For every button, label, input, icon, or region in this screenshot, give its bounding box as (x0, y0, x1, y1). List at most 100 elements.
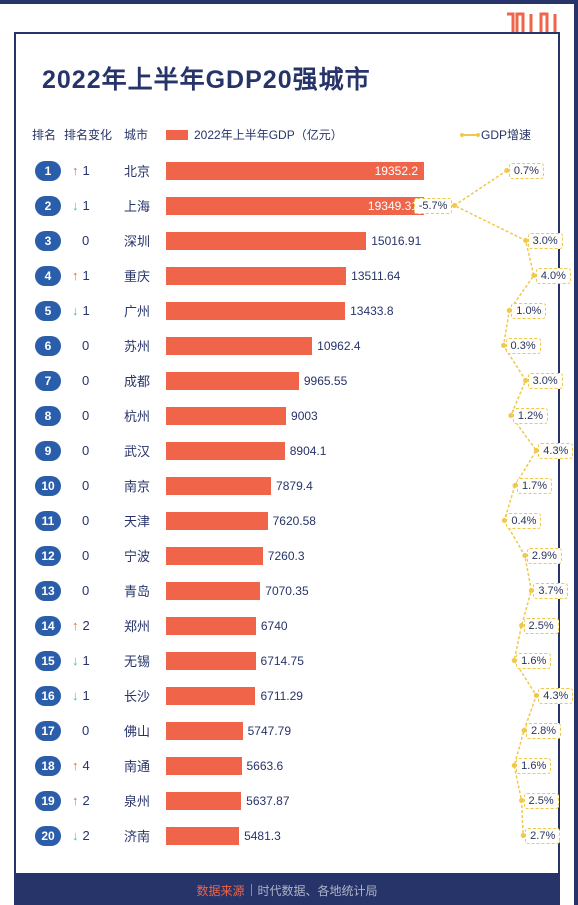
city-name: 郑州 (124, 616, 166, 635)
header-bar-label: 2022年上半年GDP（亿元） (194, 126, 343, 143)
rank-change: ↑2 (64, 793, 124, 808)
rank-badge: 12 (35, 546, 61, 566)
rank-change: 0 (64, 723, 124, 738)
gdp-value: 13511.64 (351, 269, 400, 283)
city-name: 成都 (124, 371, 166, 390)
growth-rate: 3.7% (533, 583, 568, 599)
table-row: 130青岛7070.353.7% (32, 573, 542, 608)
rank-change: 0 (64, 338, 124, 353)
rank-change: ↓1 (64, 198, 124, 213)
gdp-bar (166, 407, 286, 425)
gdp-value: 10962.4 (317, 339, 360, 353)
rank-badge: 19 (35, 791, 61, 811)
growth-rate: 2.9% (527, 548, 562, 564)
growth-rate: 2.5% (524, 618, 559, 634)
table-row: 5↓1广州13433.81.0% (32, 293, 542, 328)
gdp-value: 6714.75 (261, 654, 304, 668)
growth-rate: 1.6% (516, 758, 551, 774)
gdp-bar: 19352.2 (166, 162, 424, 180)
arrow-down-icon: ↓ (72, 303, 79, 318)
header-growth-label: GDP增速 (481, 126, 531, 143)
rank-badge: 1 (35, 161, 61, 181)
city-name: 青岛 (124, 581, 166, 600)
rank-badge: 7 (35, 371, 61, 391)
gdp-value: 19349.31 (368, 197, 418, 215)
growth-rate: 4.3% (538, 688, 573, 704)
legend-line-icon (463, 134, 477, 136)
rank-change: 0 (64, 408, 124, 423)
table-row: 60苏州10962.40.3% (32, 328, 542, 363)
growth-rate: 0.3% (506, 338, 541, 354)
legend-bar-icon (166, 130, 188, 140)
gdp-value: 8904.1 (290, 444, 327, 458)
city-name: 重庆 (124, 266, 166, 285)
rank-change: ↑1 (64, 163, 124, 178)
rank-badge: 11 (35, 511, 61, 531)
city-name: 武汉 (124, 441, 166, 460)
rank-badge: 2 (35, 196, 61, 216)
gdp-bar (166, 792, 241, 810)
rank-change: 0 (64, 513, 124, 528)
rank-badge: 20 (35, 826, 61, 846)
header-rank: 排名 (32, 126, 64, 143)
rank-badge: 8 (35, 406, 61, 426)
gdp-value: 5481.3 (244, 829, 281, 843)
growth-rate: 2.7% (525, 828, 560, 844)
gdp-value: 19352.2 (375, 162, 418, 180)
city-name: 杭州 (124, 406, 166, 425)
table-row: 90武汉8904.14.3% (32, 433, 542, 468)
rank-badge: 10 (35, 476, 61, 496)
rank-badge: 6 (35, 336, 61, 356)
arrow-down-icon: ↓ (72, 688, 79, 703)
table-row: 120宁波7260.32.9% (32, 538, 542, 573)
growth-rate: 0.4% (506, 513, 541, 529)
rank-badge: 4 (35, 266, 61, 286)
gdp-value: 9965.55 (304, 374, 347, 388)
growth-rate: 3.0% (528, 233, 563, 249)
gdp-bar (166, 477, 271, 495)
gdp-value: 13433.8 (350, 304, 393, 318)
rank-badge: 13 (35, 581, 61, 601)
arrow-up-icon: ↑ (72, 163, 79, 178)
outer-frame: 时代数据 2022年上半年GDP20强城市 排名 排名变化 城市 2022年上半… (0, 0, 578, 905)
gdp-value: 15016.91 (371, 234, 421, 248)
inner-frame: 2022年上半年GDP20强城市 排名 排名变化 城市 2022年上半年GDP（… (14, 32, 560, 875)
arrow-down-icon: ↓ (72, 828, 79, 843)
gdp-bar (166, 827, 239, 845)
city-name: 南京 (124, 476, 166, 495)
gdp-bar (166, 722, 243, 740)
table-row: 2↓1上海19349.31-5.7% (32, 188, 542, 223)
growth-rate: 4.3% (538, 443, 573, 459)
rank-badge: 14 (35, 616, 61, 636)
rank-badge: 18 (35, 756, 61, 776)
table-row: 110天津7620.580.4% (32, 503, 542, 538)
city-name: 深圳 (124, 231, 166, 250)
gdp-bar (166, 232, 366, 250)
city-name: 泉州 (124, 791, 166, 810)
city-name: 上海 (124, 196, 166, 215)
rank-change: ↓2 (64, 828, 124, 843)
rank-change: 0 (64, 443, 124, 458)
rank-change: 0 (64, 583, 124, 598)
gdp-value: 7070.35 (265, 584, 308, 598)
gdp-value: 5637.87 (246, 794, 289, 808)
table-row: 170佛山5747.792.8% (32, 713, 542, 748)
gdp-bar (166, 442, 285, 460)
table-row: 30深圳15016.913.0% (32, 223, 542, 258)
gdp-value: 7879.4 (276, 479, 313, 493)
table-row: 100南京7879.41.7% (32, 468, 542, 503)
gdp-value: 5663.6 (247, 759, 284, 773)
growth-rate: 2.8% (526, 723, 561, 739)
chart-title: 2022年上半年GDP20强城市 (16, 34, 558, 96)
rank-badge: 9 (35, 441, 61, 461)
arrow-up-icon: ↑ (72, 618, 79, 633)
rank-change: 0 (64, 373, 124, 388)
rank-change: ↓1 (64, 688, 124, 703)
arrow-up-icon: ↑ (72, 758, 79, 773)
rank-change: 0 (64, 548, 124, 563)
city-name: 济南 (124, 826, 166, 845)
table-row: 80杭州90031.2% (32, 398, 542, 433)
city-name: 无锡 (124, 651, 166, 670)
table-row: 1↑1北京19352.20.7% (32, 153, 542, 188)
header-bar: 2022年上半年GDP（亿元） (166, 126, 452, 143)
